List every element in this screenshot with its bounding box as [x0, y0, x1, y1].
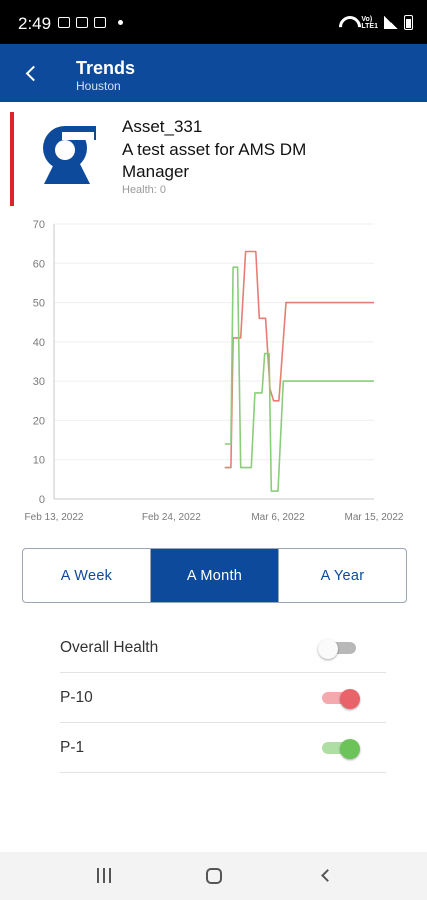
lte-icon: Vo) LTE1	[361, 16, 378, 30]
y-tick-label: 60	[33, 258, 45, 270]
y-tick-label: 30	[33, 376, 45, 388]
status-bar: 2:49 Vo) LTE1	[0, 0, 427, 44]
asset-health: Health: 0	[122, 184, 167, 196]
cast-icon	[94, 17, 106, 28]
back-button[interactable]	[16, 58, 46, 88]
y-tick-label: 20	[33, 415, 45, 427]
home-button[interactable]	[199, 864, 229, 888]
switch-thumb	[340, 689, 360, 709]
y-tick-label: 40	[33, 337, 45, 349]
cast-icon	[76, 17, 88, 28]
recent-apps-icon	[103, 868, 105, 883]
toggle-label: P-10	[60, 689, 93, 706]
pump-icon	[43, 126, 96, 184]
series-line-p10	[224, 250, 374, 469]
toggle-label: Overall Health	[60, 639, 159, 656]
home-icon	[206, 868, 222, 884]
recent-apps-button[interactable]	[89, 864, 119, 888]
y-tick-label: 50	[33, 298, 45, 310]
p1-switch[interactable]	[320, 739, 360, 759]
x-tick-label: Mar 15, 2022	[345, 512, 404, 523]
y-tick-label: 0	[39, 494, 45, 506]
status-time: 2:49	[18, 14, 52, 33]
lte-label-bottom: LTE1	[361, 22, 378, 30]
battery-icon	[404, 15, 413, 30]
switch-thumb	[340, 739, 360, 759]
toggle-row-p1: P-1	[60, 723, 386, 773]
image-icon	[58, 17, 70, 28]
toggle-label: P-1	[60, 739, 85, 756]
recent-apps-icon	[109, 868, 111, 883]
series-toggles: Overall Health P-10 P-1	[60, 623, 386, 773]
range-month-button[interactable]: A Month	[150, 549, 278, 602]
asset-name: Asset_331	[122, 117, 203, 136]
page-subtitle: Houston	[76, 79, 121, 93]
wifi-icon	[339, 16, 355, 29]
range-selector: A Week A Month A Year	[22, 548, 407, 603]
x-tick-label: Mar 6, 2022	[251, 512, 305, 523]
x-tick-label: Feb 13, 2022	[25, 512, 84, 523]
switch-thumb	[318, 639, 338, 659]
back-icon	[321, 869, 334, 882]
asset-description: A test asset for AMS DM Manager	[122, 140, 307, 181]
toggle-row-overall-health: Overall Health	[60, 623, 386, 673]
trend-chart-svg: 0 10 20 30 40 50 60 70 Feb 13, 2022 Feb 24, 2022 M…	[25, 219, 404, 523]
page-title: Trends	[76, 58, 136, 78]
overall-health-switch[interactable]	[318, 639, 356, 659]
trend-chart: 0 10 20 30 40 50 60 70 Feb 13, 2022 Feb 24, 2022 M…	[0, 212, 427, 530]
x-tick-label: Feb 24, 2022	[142, 512, 201, 523]
p10-switch[interactable]	[320, 689, 360, 709]
range-week-button[interactable]: A Week	[60, 567, 113, 584]
lte-label-top: Vo)	[361, 15, 373, 23]
signal-icon	[384, 16, 398, 29]
chevron-left-icon	[25, 65, 41, 81]
series-line-p1	[224, 266, 374, 492]
toggle-row-p10: P-10	[60, 673, 386, 723]
y-tick-label: 10	[33, 455, 45, 467]
system-back-button[interactable]	[311, 864, 341, 888]
y-tick-label: 70	[33, 219, 45, 231]
range-year-button[interactable]: A Year	[278, 549, 406, 602]
recent-apps-icon	[97, 868, 99, 883]
asset-header: Asset_331 A test asset for AMS DM Manage…	[0, 102, 427, 210]
dot-icon	[118, 20, 123, 25]
app-bar: Trends Houston	[0, 44, 427, 102]
system-nav-bar	[0, 852, 427, 900]
asset-accent-bar	[10, 112, 14, 206]
